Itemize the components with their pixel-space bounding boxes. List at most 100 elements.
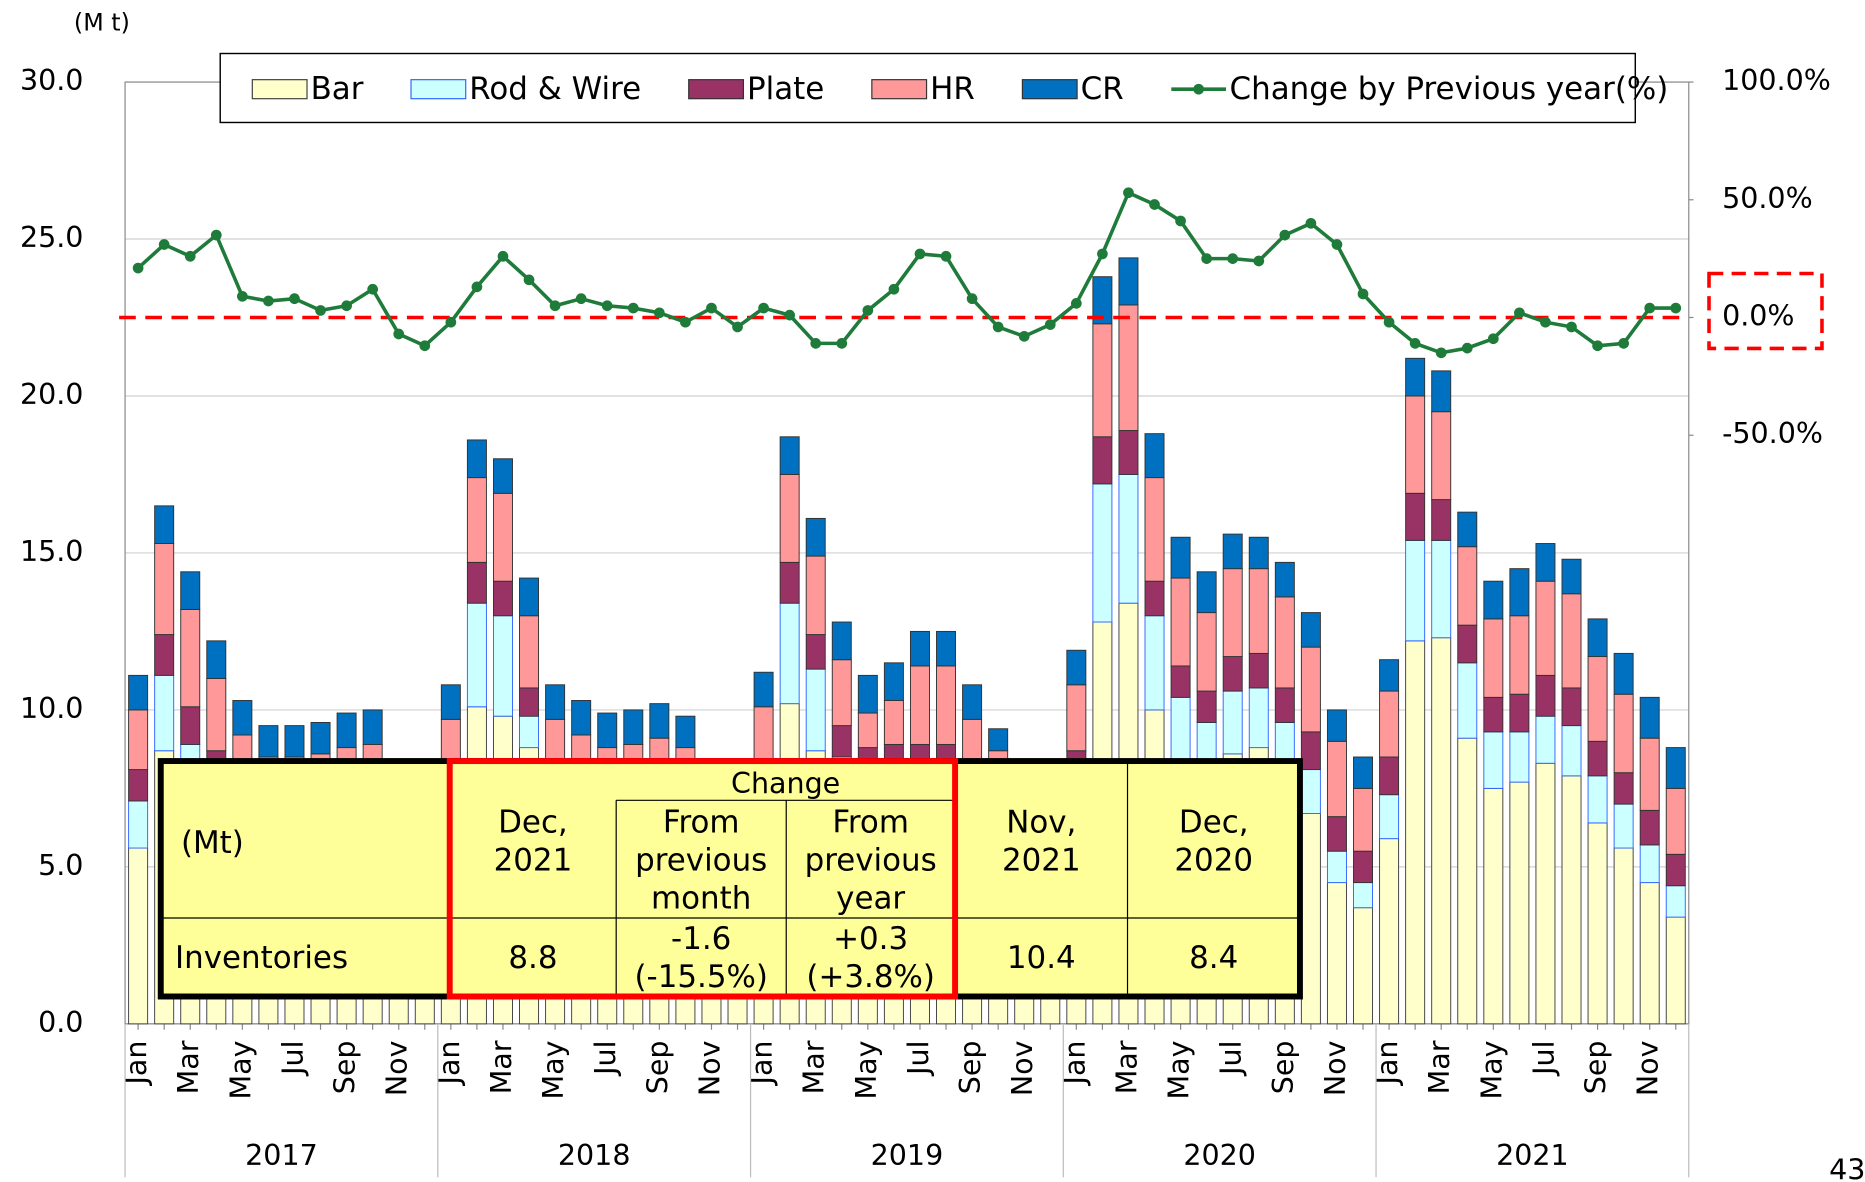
- bar-segment: [1300, 731, 1321, 771]
- x-tick-label: Nov: [1006, 1040, 1039, 1096]
- line-point: [1670, 302, 1682, 314]
- x-tick-label: Sep: [1580, 1040, 1613, 1094]
- bar-segment: [1196, 690, 1217, 723]
- bar-segment: [466, 477, 487, 563]
- legend-label: Bar: [311, 71, 364, 107]
- legend-label: Change by Previous year(%): [1230, 71, 1669, 107]
- bar-segment: [883, 700, 904, 745]
- bar-segment: [466, 561, 487, 604]
- bar-segment: [519, 577, 540, 617]
- bar-segment: [1613, 652, 1634, 695]
- bar-segment: [1639, 737, 1660, 811]
- table-cell: 8.4: [1189, 940, 1238, 976]
- line-point: [132, 262, 144, 274]
- bar-segment: [857, 674, 878, 714]
- line-point: [393, 328, 405, 340]
- line-point: [836, 338, 848, 349]
- bar-segment: [1118, 257, 1139, 306]
- bar-segment: [1665, 747, 1686, 789]
- legend-swatch: [251, 79, 308, 100]
- bar-segment: [284, 725, 305, 758]
- legend-swatch: [1021, 79, 1078, 100]
- bar-segment: [1222, 656, 1243, 692]
- table-group-header: Change: [731, 767, 840, 800]
- line-point: [1305, 217, 1317, 229]
- legend-swatch: [410, 79, 467, 100]
- bar-segment: [128, 769, 149, 802]
- bar-segment: [1457, 662, 1478, 739]
- bar-segment: [1353, 907, 1374, 1025]
- bar-segment: [1587, 822, 1608, 1025]
- bar-segment: [1561, 687, 1582, 727]
- bar-segment: [1326, 740, 1347, 818]
- x-group-label: 2018: [558, 1139, 631, 1172]
- bar-segment: [545, 718, 566, 761]
- bar-segment: [962, 718, 983, 761]
- bar-segment: [1144, 580, 1165, 617]
- line-point: [1123, 187, 1134, 199]
- table-cell: Nov,: [1006, 805, 1076, 841]
- bar-segment: [805, 634, 826, 670]
- bar-segment: [128, 709, 149, 771]
- bar-segment: [1170, 665, 1191, 698]
- bar-segment: [1509, 781, 1530, 1025]
- line-point: [367, 283, 379, 295]
- x-tick-label: Mar: [1423, 1040, 1456, 1094]
- bar-segment: [1144, 615, 1165, 711]
- bar-segment: [1535, 580, 1556, 676]
- line-point: [341, 300, 352, 312]
- bar-segment: [1535, 543, 1556, 582]
- line-point: [992, 321, 1004, 333]
- bar-segment: [1535, 762, 1556, 1025]
- bar-segment: [779, 436, 800, 475]
- line-point: [1540, 316, 1551, 328]
- bar-segment: [1535, 674, 1556, 717]
- bar-segment: [1170, 577, 1191, 667]
- bar-segment: [1066, 649, 1087, 686]
- bar-segment: [988, 728, 1009, 752]
- line-point: [497, 250, 509, 262]
- x-tick-label: May: [850, 1040, 883, 1099]
- bar-segment: [1483, 580, 1504, 620]
- bar-segment: [831, 621, 852, 661]
- bar-segment: [1665, 916, 1686, 1025]
- bar-segment: [1144, 433, 1165, 479]
- bar-segment: [805, 668, 826, 752]
- line-point: [471, 281, 483, 293]
- legend-label: CR: [1081, 71, 1124, 107]
- line-point: [289, 293, 300, 305]
- bar-segment: [1196, 612, 1217, 692]
- legend-swatch: [871, 79, 928, 100]
- bar-segment: [1613, 772, 1634, 805]
- x-tick-label: Sep: [1267, 1040, 1300, 1094]
- line-point: [680, 316, 691, 328]
- line-point: [1149, 199, 1160, 210]
- table-highlight: [446, 758, 959, 1000]
- bar-segment: [1587, 740, 1608, 777]
- x-group-label: 2021: [1496, 1139, 1569, 1172]
- y2-tick-label: 50.0%: [1722, 182, 1813, 215]
- bar-segment: [1483, 731, 1504, 789]
- bar-segment: [1222, 690, 1243, 755]
- x-tick-label: Nov: [381, 1040, 414, 1096]
- y-tick-label: 10.0: [20, 692, 84, 725]
- bar-segment: [545, 684, 566, 720]
- y-unit-label: (M t): [74, 8, 130, 36]
- y-tick-label: 5.0: [38, 849, 83, 882]
- line-point: [1097, 248, 1108, 260]
- x-tick-label: Sep: [954, 1040, 987, 1094]
- page-number: 43: [1829, 1153, 1865, 1182]
- bar-segment: [180, 571, 201, 610]
- x-tick-label: May: [1163, 1040, 1196, 1099]
- bar-segment: [1274, 561, 1295, 598]
- bar-segment: [1509, 693, 1530, 733]
- bar-segment: [1561, 593, 1582, 689]
- line-point: [1566, 321, 1577, 333]
- bar-segment: [805, 517, 826, 557]
- bar-segment: [649, 703, 670, 739]
- bar-segment: [440, 684, 461, 720]
- table-cell: From: [832, 805, 909, 841]
- legend-label: HR: [930, 71, 975, 107]
